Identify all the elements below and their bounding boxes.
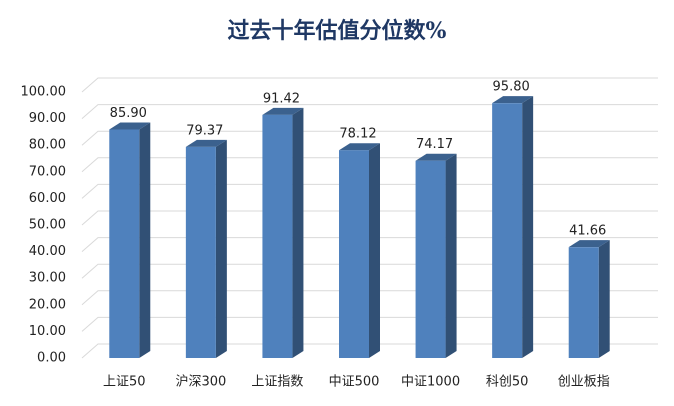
bar-top [262, 107, 304, 115]
data-label: 79.37 [186, 123, 223, 138]
bar-top [492, 96, 534, 104]
grid-line [81, 183, 658, 199]
bar-side [139, 122, 151, 358]
x-tick-label: 创业板指 [558, 375, 610, 390]
data-label: 78.12 [339, 127, 376, 142]
grid-line [81, 237, 658, 252]
data-label: 95.80 [493, 80, 530, 95]
y-tick-label: 70.00 [29, 164, 66, 179]
y-tick-label: 60.00 [29, 191, 66, 206]
y-tick-label: 80.00 [29, 138, 66, 153]
y-tick-label: 40.00 [29, 244, 66, 259]
y-tick-label: 10.00 [29, 324, 66, 339]
data-label: 41.66 [569, 224, 606, 239]
y-tick-label: 50.00 [29, 218, 66, 233]
bar-front [262, 114, 293, 358]
bar [492, 96, 534, 358]
bar-top [109, 122, 151, 130]
bar-side [292, 107, 304, 358]
grid-line [81, 157, 658, 173]
y-tick-label: 100.00 [21, 85, 67, 100]
grid-line [81, 343, 658, 359]
y-tick-label: 20.00 [29, 297, 66, 312]
grid-line [81, 263, 658, 279]
x-tick-label: 上证50 [103, 375, 146, 390]
grid-line [81, 210, 658, 226]
bar [109, 122, 151, 358]
y-tick-label: 30.00 [29, 271, 66, 286]
grid-line [81, 130, 658, 146]
bar-front [568, 247, 599, 358]
bar-front [492, 103, 523, 358]
bar [415, 153, 457, 358]
data-label: 91.42 [263, 91, 300, 106]
bar-front [339, 150, 369, 358]
bar [185, 139, 227, 358]
chart-title: 过去十年估值分位数% [228, 18, 447, 44]
grid-line [81, 104, 658, 119]
grid-line [81, 290, 658, 306]
bar [568, 240, 610, 358]
bar-side [598, 240, 610, 358]
bar-top [185, 139, 227, 147]
data-label: 74.17 [416, 137, 453, 152]
bar-front [109, 129, 140, 358]
y-tick-label: 0.00 [37, 351, 66, 366]
bar-side [445, 153, 457, 358]
x-tick-label: 沪深300 [175, 374, 226, 390]
bar-top [339, 143, 380, 151]
bar-side [522, 96, 534, 358]
bar [262, 107, 304, 358]
bar-top [568, 240, 610, 248]
x-tick-label: 中证1000 [401, 375, 460, 390]
bar-side [369, 143, 380, 358]
x-tick-label: 上证指数 [251, 375, 303, 390]
bar-front [415, 160, 446, 358]
bar-side [215, 139, 227, 358]
data-label: 85.90 [110, 106, 147, 121]
x-tick-label: 科创50 [486, 375, 529, 390]
bar [339, 143, 380, 358]
bar-front [185, 146, 216, 358]
grid-line [81, 316, 658, 332]
grid-line [81, 77, 658, 93]
bar-top [415, 153, 457, 161]
x-tick-label: 中证500 [329, 375, 380, 390]
y-tick-label: 90.00 [29, 111, 66, 126]
